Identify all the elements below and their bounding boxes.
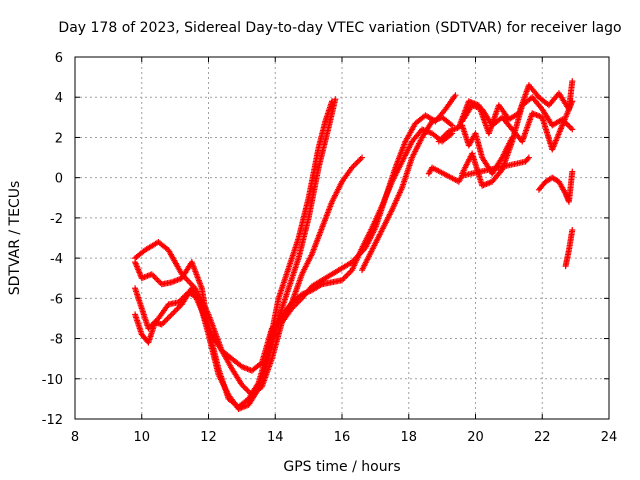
series-track-7 bbox=[435, 78, 576, 145]
series-track-3 bbox=[132, 154, 366, 374]
series-track-4 bbox=[132, 92, 459, 398]
series-track-12 bbox=[562, 226, 576, 270]
y-tick-label: -8 bbox=[50, 333, 63, 348]
data-point bbox=[525, 154, 532, 161]
data-point bbox=[150, 272, 157, 279]
series-track-13 bbox=[425, 154, 532, 185]
data-point bbox=[524, 155, 531, 162]
data-point bbox=[241, 384, 248, 391]
series-track-2 bbox=[132, 96, 339, 412]
data-point bbox=[353, 160, 360, 167]
series-track-5 bbox=[268, 126, 456, 338]
data-point bbox=[332, 96, 339, 103]
y-tick-label: -10 bbox=[42, 373, 63, 388]
data-point bbox=[569, 98, 576, 105]
data-point bbox=[170, 309, 177, 316]
data-point bbox=[344, 271, 351, 278]
chart-title: Day 178 of 2023, Sidereal Day-to-day VTE… bbox=[58, 20, 621, 36]
data-point bbox=[164, 315, 171, 322]
data-point bbox=[569, 78, 576, 85]
data-point bbox=[346, 270, 353, 277]
data-point bbox=[569, 226, 576, 233]
series-track-1 bbox=[132, 98, 335, 410]
data-point bbox=[566, 123, 573, 130]
y-tick-label: 0 bbox=[55, 172, 63, 187]
x-tick-label: 18 bbox=[400, 430, 417, 445]
data-point bbox=[569, 126, 576, 133]
data-point bbox=[351, 161, 358, 168]
data-point bbox=[153, 275, 160, 282]
x-tick-label: 24 bbox=[601, 430, 618, 445]
x-tick-label: 14 bbox=[267, 430, 284, 445]
y-axis-label: SDTVAR / TECUs bbox=[7, 181, 23, 296]
x-axis: 8 10 12 14 16 18 20 22 24 bbox=[71, 57, 617, 445]
data-point bbox=[356, 157, 363, 164]
data-point bbox=[243, 386, 250, 393]
data-point bbox=[167, 312, 174, 319]
y-tick-label: -6 bbox=[50, 292, 63, 307]
x-tick-label: 12 bbox=[200, 430, 217, 445]
data-marks bbox=[132, 78, 576, 412]
data-point bbox=[569, 168, 576, 175]
data-point bbox=[354, 158, 361, 165]
grid-lines bbox=[75, 57, 609, 419]
y-tick-label: -4 bbox=[50, 252, 63, 267]
x-axis-label: GPS time / hours bbox=[283, 459, 400, 475]
x-tick-label: 16 bbox=[334, 430, 351, 445]
data-point bbox=[452, 92, 459, 99]
data-point bbox=[359, 154, 366, 161]
data-point bbox=[171, 308, 178, 315]
data-point bbox=[509, 134, 516, 141]
data-point bbox=[339, 277, 345, 284]
y-tick-label: 6 bbox=[55, 51, 63, 66]
y-tick-label: -12 bbox=[42, 413, 63, 428]
x-tick-label: 10 bbox=[133, 430, 150, 445]
data-point bbox=[154, 276, 161, 283]
data-point bbox=[168, 311, 175, 318]
x-tick-label: 8 bbox=[71, 430, 79, 445]
series-track-11 bbox=[535, 168, 576, 205]
data-point bbox=[564, 122, 571, 129]
data-point bbox=[357, 155, 364, 162]
data-point bbox=[567, 124, 574, 131]
data-point bbox=[174, 305, 181, 312]
y-tick-label: 4 bbox=[55, 91, 63, 106]
y-tick-label: 2 bbox=[55, 131, 63, 146]
y-axis: -12 -10 -8 -6 -4 -2 0 2 4 6 bbox=[42, 51, 609, 428]
data-point bbox=[165, 314, 172, 321]
data-point bbox=[343, 272, 350, 279]
data-point bbox=[163, 317, 170, 324]
series-track-6 bbox=[359, 114, 456, 274]
x-tick-label: 22 bbox=[534, 430, 551, 445]
data-point bbox=[157, 279, 164, 286]
data-point bbox=[160, 320, 167, 327]
data-point bbox=[173, 307, 180, 314]
x-tick-label: 20 bbox=[467, 430, 484, 445]
data-point bbox=[341, 274, 348, 281]
y-tick-label: -2 bbox=[50, 212, 63, 227]
